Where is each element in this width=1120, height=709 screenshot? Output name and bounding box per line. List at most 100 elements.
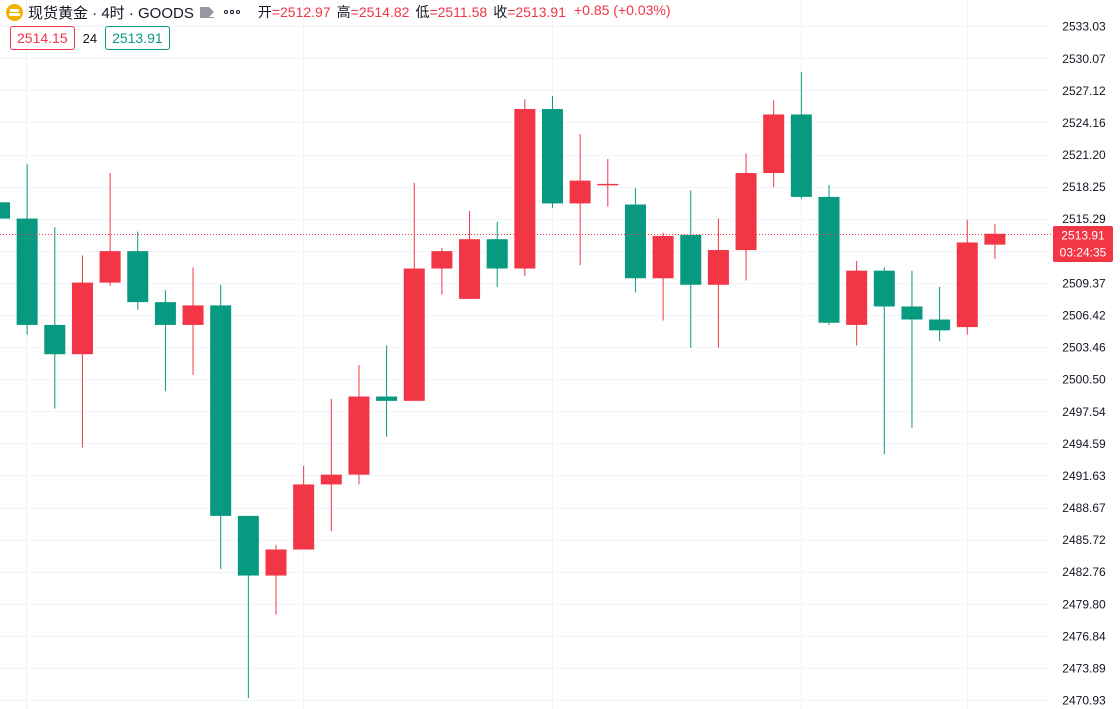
candle-body <box>652 235 674 279</box>
price-axis[interactable] <box>1052 0 1120 709</box>
candle[interactable] <box>652 232 674 321</box>
candle[interactable] <box>182 267 204 375</box>
candle-body <box>956 242 978 328</box>
gold-coin-icon <box>6 3 23 21</box>
symbol-legend: 现货黄金 · 4时 · GOODS 开=2512.97 高=2514.82 低=… <box>6 1 671 23</box>
candle[interactable] <box>873 267 895 455</box>
price-tick-label: 2515.29 <box>1062 212 1106 226</box>
candle[interactable] <box>514 99 536 277</box>
candle[interactable] <box>376 345 398 437</box>
price-tag-value: 2513.91 <box>1061 229 1105 243</box>
candle[interactable] <box>624 188 646 293</box>
candle-body <box>514 109 536 269</box>
candle-body <box>210 305 232 516</box>
candle[interactable] <box>16 164 38 335</box>
candle-body <box>265 549 287 576</box>
candle[interactable] <box>44 227 66 409</box>
candle[interactable] <box>763 100 785 188</box>
candle-body <box>984 233 1006 245</box>
candle[interactable] <box>956 219 978 335</box>
candle[interactable] <box>431 247 453 295</box>
candle[interactable] <box>542 95 563 208</box>
candle-body <box>431 251 453 269</box>
price-tag-bg <box>1053 226 1113 262</box>
candle[interactable] <box>569 133 591 266</box>
open-value: =2512.97 <box>271 4 331 20</box>
price-tick-label: 2530.07 <box>1062 52 1106 66</box>
candle[interactable] <box>99 173 121 286</box>
candle[interactable] <box>71 255 93 448</box>
candle[interactable] <box>818 184 840 325</box>
low-label: 低 <box>415 4 430 20</box>
price-tick-label: 2506.42 <box>1062 308 1106 322</box>
candle[interactable] <box>846 260 868 346</box>
candle[interactable] <box>790 72 812 200</box>
price-tick-label: 2491.63 <box>1062 469 1106 483</box>
last-price-tag: 2513.91 03:24:35 <box>1053 226 1113 262</box>
candle-body <box>542 109 563 204</box>
sell-price-button[interactable]: 2514.15 <box>10 26 75 50</box>
candle[interactable] <box>486 221 508 287</box>
candle-body <box>486 239 508 269</box>
low-value: =2511.58 <box>429 4 488 20</box>
price-tick-label: 2476.84 <box>1062 629 1106 643</box>
candle[interactable] <box>265 545 287 615</box>
candle[interactable] <box>293 465 315 550</box>
candle-body <box>16 218 38 325</box>
candle-body <box>154 302 176 325</box>
price-tick-label: 2527.12 <box>1062 84 1106 98</box>
candle[interactable] <box>127 231 149 310</box>
price-tick-label: 2521.20 <box>1062 148 1106 162</box>
change-value: +0.85 (+0.03%) <box>573 2 671 18</box>
candle-body <box>376 396 398 401</box>
candle-body <box>680 234 702 285</box>
candle[interactable] <box>237 515 259 699</box>
symbol-title[interactable]: 现货黄金 · 4时 · GOODS <box>28 4 194 22</box>
candle-body <box>569 180 591 204</box>
candle-body <box>707 250 729 285</box>
candle[interactable] <box>0 195 10 219</box>
candle-body <box>348 396 370 475</box>
candle[interactable] <box>348 365 370 485</box>
candle-body <box>929 319 951 331</box>
candle[interactable] <box>403 182 425 401</box>
candles <box>0 72 1006 699</box>
more-dots-icon[interactable] <box>223 10 240 14</box>
price-tick-label: 2470.93 <box>1062 694 1106 708</box>
price-tick-label: 2509.37 <box>1062 276 1106 290</box>
candle-body <box>237 515 259 576</box>
candle-body <box>901 306 923 320</box>
candle-body <box>459 239 481 299</box>
candle-body <box>127 251 149 303</box>
candle-body <box>99 251 121 283</box>
price-tick-label: 2473.89 <box>1062 661 1106 675</box>
candle[interactable] <box>901 270 923 428</box>
buy-price-button[interactable]: 2513.91 <box>105 26 170 50</box>
candle[interactable] <box>597 158 619 207</box>
price-tick-label: 2482.76 <box>1062 565 1106 579</box>
spread-value: 24 <box>82 30 98 46</box>
flag-icon[interactable] <box>199 6 214 18</box>
candle-body <box>846 270 868 325</box>
candle[interactable] <box>929 286 951 342</box>
candle-body <box>624 204 646 279</box>
candle[interactable] <box>459 210 481 299</box>
candle-body <box>71 282 93 355</box>
candle[interactable] <box>320 398 342 532</box>
candle[interactable] <box>735 153 757 281</box>
price-tick-label: 2518.25 <box>1062 180 1106 194</box>
candle-body <box>320 474 342 485</box>
close-label: 收 <box>493 4 508 20</box>
candle[interactable] <box>680 190 702 348</box>
candle-body <box>818 196 840 323</box>
high-value: =2514.82 <box>350 4 410 20</box>
price-tick-label: 2497.54 <box>1062 405 1106 419</box>
candle-body <box>735 173 757 251</box>
candle-body <box>873 270 895 307</box>
candle[interactable] <box>154 290 176 392</box>
ohlc-values: 开=2512.97 高=2514.82 低=2511.58 收=2513.91 … <box>258 2 671 22</box>
candle[interactable] <box>707 218 729 348</box>
candle[interactable] <box>210 284 232 570</box>
candle[interactable] <box>984 224 1006 259</box>
